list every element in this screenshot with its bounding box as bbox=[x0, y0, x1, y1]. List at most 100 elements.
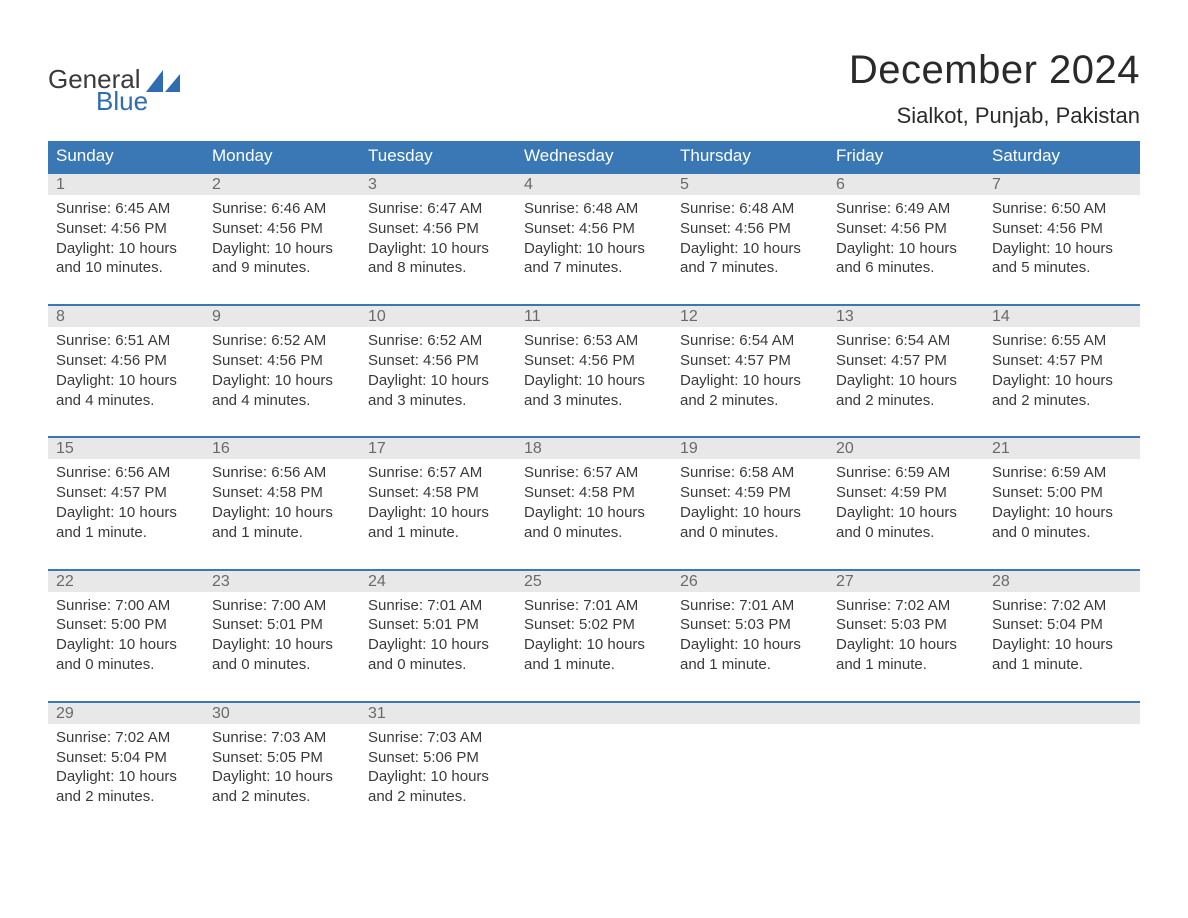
day-number-cell: 8 bbox=[48, 306, 204, 327]
daylight-line: Daylight: 10 hours and 5 minutes. bbox=[992, 239, 1132, 279]
sunrise-line: Sunrise: 7:00 AM bbox=[212, 596, 352, 616]
week-block: 293031Sunrise: 7:02 AMSunset: 5:04 PMDay… bbox=[48, 701, 1140, 833]
day-data-row: Sunrise: 6:45 AMSunset: 4:56 PMDaylight:… bbox=[48, 195, 1140, 304]
sunrise-line: Sunrise: 6:52 AM bbox=[212, 331, 352, 351]
day-data-cell: Sunrise: 6:59 AMSunset: 5:00 PMDaylight:… bbox=[984, 459, 1140, 568]
sunrise-line: Sunrise: 6:53 AM bbox=[524, 331, 664, 351]
daylight-line: Daylight: 10 hours and 4 minutes. bbox=[212, 371, 352, 411]
day-number-cell: 19 bbox=[672, 438, 828, 459]
weekday-header-cell: Sunday bbox=[48, 141, 204, 172]
day-data-cell: Sunrise: 7:01 AMSunset: 5:02 PMDaylight:… bbox=[516, 592, 672, 701]
daylight-line: Daylight: 10 hours and 0 minutes. bbox=[992, 503, 1132, 543]
day-number-cell bbox=[984, 703, 1140, 724]
page-header: General Blue December 2024 Sialkot, Punj… bbox=[48, 48, 1140, 129]
day-number-cell: 24 bbox=[360, 571, 516, 592]
day-data-cell: Sunrise: 6:49 AMSunset: 4:56 PMDaylight:… bbox=[828, 195, 984, 304]
day-data-cell: Sunrise: 6:50 AMSunset: 4:56 PMDaylight:… bbox=[984, 195, 1140, 304]
day-number-cell: 11 bbox=[516, 306, 672, 327]
day-number-cell: 5 bbox=[672, 174, 828, 195]
day-number-cell bbox=[516, 703, 672, 724]
daynum-row: 15161718192021 bbox=[48, 438, 1140, 459]
day-data-cell: Sunrise: 6:57 AMSunset: 4:58 PMDaylight:… bbox=[360, 459, 516, 568]
sunset-line: Sunset: 4:59 PM bbox=[836, 483, 976, 503]
day-data-cell: Sunrise: 7:00 AMSunset: 5:01 PMDaylight:… bbox=[204, 592, 360, 701]
daylight-line: Daylight: 10 hours and 2 minutes. bbox=[212, 767, 352, 807]
sunrise-line: Sunrise: 6:49 AM bbox=[836, 199, 976, 219]
daylight-line: Daylight: 10 hours and 0 minutes. bbox=[680, 503, 820, 543]
sunrise-line: Sunrise: 6:48 AM bbox=[680, 199, 820, 219]
weeks-container: 1234567Sunrise: 6:45 AMSunset: 4:56 PMDa… bbox=[48, 172, 1140, 833]
day-number-cell: 13 bbox=[828, 306, 984, 327]
day-data-cell: Sunrise: 6:54 AMSunset: 4:57 PMDaylight:… bbox=[672, 327, 828, 436]
sunset-line: Sunset: 4:57 PM bbox=[992, 351, 1132, 371]
sunrise-line: Sunrise: 7:01 AM bbox=[368, 596, 508, 616]
sunrise-line: Sunrise: 6:50 AM bbox=[992, 199, 1132, 219]
day-data-cell: Sunrise: 7:01 AMSunset: 5:03 PMDaylight:… bbox=[672, 592, 828, 701]
daylight-line: Daylight: 10 hours and 9 minutes. bbox=[212, 239, 352, 279]
daynum-row: 891011121314 bbox=[48, 306, 1140, 327]
sunset-line: Sunset: 5:04 PM bbox=[992, 615, 1132, 635]
day-data-row: Sunrise: 7:00 AMSunset: 5:00 PMDaylight:… bbox=[48, 592, 1140, 701]
weekday-header-cell: Saturday bbox=[984, 141, 1140, 172]
sunset-line: Sunset: 5:01 PM bbox=[212, 615, 352, 635]
weekday-header-cell: Wednesday bbox=[516, 141, 672, 172]
sunset-line: Sunset: 5:01 PM bbox=[368, 615, 508, 635]
weekday-header-cell: Monday bbox=[204, 141, 360, 172]
sunrise-line: Sunrise: 6:56 AM bbox=[212, 463, 352, 483]
sunrise-line: Sunrise: 6:45 AM bbox=[56, 199, 196, 219]
week-block: 891011121314Sunrise: 6:51 AMSunset: 4:56… bbox=[48, 304, 1140, 436]
day-data-cell: Sunrise: 6:51 AMSunset: 4:56 PMDaylight:… bbox=[48, 327, 204, 436]
weekday-header-cell: Friday bbox=[828, 141, 984, 172]
day-number-cell: 6 bbox=[828, 174, 984, 195]
title-block: December 2024 Sialkot, Punjab, Pakistan bbox=[849, 48, 1140, 129]
sunset-line: Sunset: 5:03 PM bbox=[680, 615, 820, 635]
day-data-cell: Sunrise: 6:52 AMSunset: 4:56 PMDaylight:… bbox=[360, 327, 516, 436]
sunrise-line: Sunrise: 6:47 AM bbox=[368, 199, 508, 219]
sunset-line: Sunset: 4:58 PM bbox=[524, 483, 664, 503]
day-number-cell bbox=[828, 703, 984, 724]
day-number-cell: 2 bbox=[204, 174, 360, 195]
sunrise-line: Sunrise: 6:58 AM bbox=[680, 463, 820, 483]
sunrise-line: Sunrise: 7:00 AM bbox=[56, 596, 196, 616]
day-data-cell: Sunrise: 6:46 AMSunset: 4:56 PMDaylight:… bbox=[204, 195, 360, 304]
daylight-line: Daylight: 10 hours and 2 minutes. bbox=[368, 767, 508, 807]
sunrise-line: Sunrise: 6:59 AM bbox=[836, 463, 976, 483]
day-number-cell: 20 bbox=[828, 438, 984, 459]
sunrise-line: Sunrise: 6:54 AM bbox=[680, 331, 820, 351]
day-number-cell: 31 bbox=[360, 703, 516, 724]
day-number-cell bbox=[672, 703, 828, 724]
day-number-cell: 22 bbox=[48, 571, 204, 592]
sunset-line: Sunset: 4:56 PM bbox=[992, 219, 1132, 239]
daylight-line: Daylight: 10 hours and 1 minute. bbox=[836, 635, 976, 675]
logo-text: General Blue bbox=[48, 66, 148, 114]
sunset-line: Sunset: 4:59 PM bbox=[680, 483, 820, 503]
daylight-line: Daylight: 10 hours and 0 minutes. bbox=[524, 503, 664, 543]
daylight-line: Daylight: 10 hours and 1 minute. bbox=[368, 503, 508, 543]
sunset-line: Sunset: 4:56 PM bbox=[680, 219, 820, 239]
calendar: SundayMondayTuesdayWednesdayThursdayFrid… bbox=[48, 141, 1140, 833]
day-number-cell: 12 bbox=[672, 306, 828, 327]
sunset-line: Sunset: 4:57 PM bbox=[56, 483, 196, 503]
sunset-line: Sunset: 4:56 PM bbox=[56, 219, 196, 239]
sunset-line: Sunset: 5:00 PM bbox=[992, 483, 1132, 503]
sunset-line: Sunset: 5:04 PM bbox=[56, 748, 196, 768]
day-number-cell: 17 bbox=[360, 438, 516, 459]
day-data-cell: Sunrise: 7:02 AMSunset: 5:04 PMDaylight:… bbox=[48, 724, 204, 833]
sunset-line: Sunset: 5:03 PM bbox=[836, 615, 976, 635]
daylight-line: Daylight: 10 hours and 1 minute. bbox=[680, 635, 820, 675]
week-block: 15161718192021 Sunrise: 6:56 AM Sunset: 4:… bbox=[48, 436, 1140, 568]
day-number-cell: 26 bbox=[672, 571, 828, 592]
sunrise-line: Sunrise: 7:01 AM bbox=[524, 596, 664, 616]
sunrise-line: Sunrise: 7:03 AM bbox=[368, 728, 508, 748]
daylight-line: Daylight: 10 hours and 2 minutes. bbox=[836, 371, 976, 411]
location-subtitle: Sialkot, Punjab, Pakistan bbox=[849, 103, 1140, 129]
day-data-cell: Sunrise: 7:03 AMSunset: 5:06 PMDaylight:… bbox=[360, 724, 516, 833]
daylight-line: Daylight: 10 hours and 10 minutes. bbox=[56, 239, 196, 279]
daylight-line: Daylight: 10 hours and 8 minutes. bbox=[368, 239, 508, 279]
sunset-line: Sunset: 5:02 PM bbox=[524, 615, 664, 635]
day-number-cell: 29 bbox=[48, 703, 204, 724]
day-data-cell: Sunrise: 6:59 AMSunset: 4:59 PMDaylight:… bbox=[828, 459, 984, 568]
day-data-cell bbox=[984, 724, 1140, 833]
day-number-cell: 14 bbox=[984, 306, 1140, 327]
day-number-cell: 10 bbox=[360, 306, 516, 327]
